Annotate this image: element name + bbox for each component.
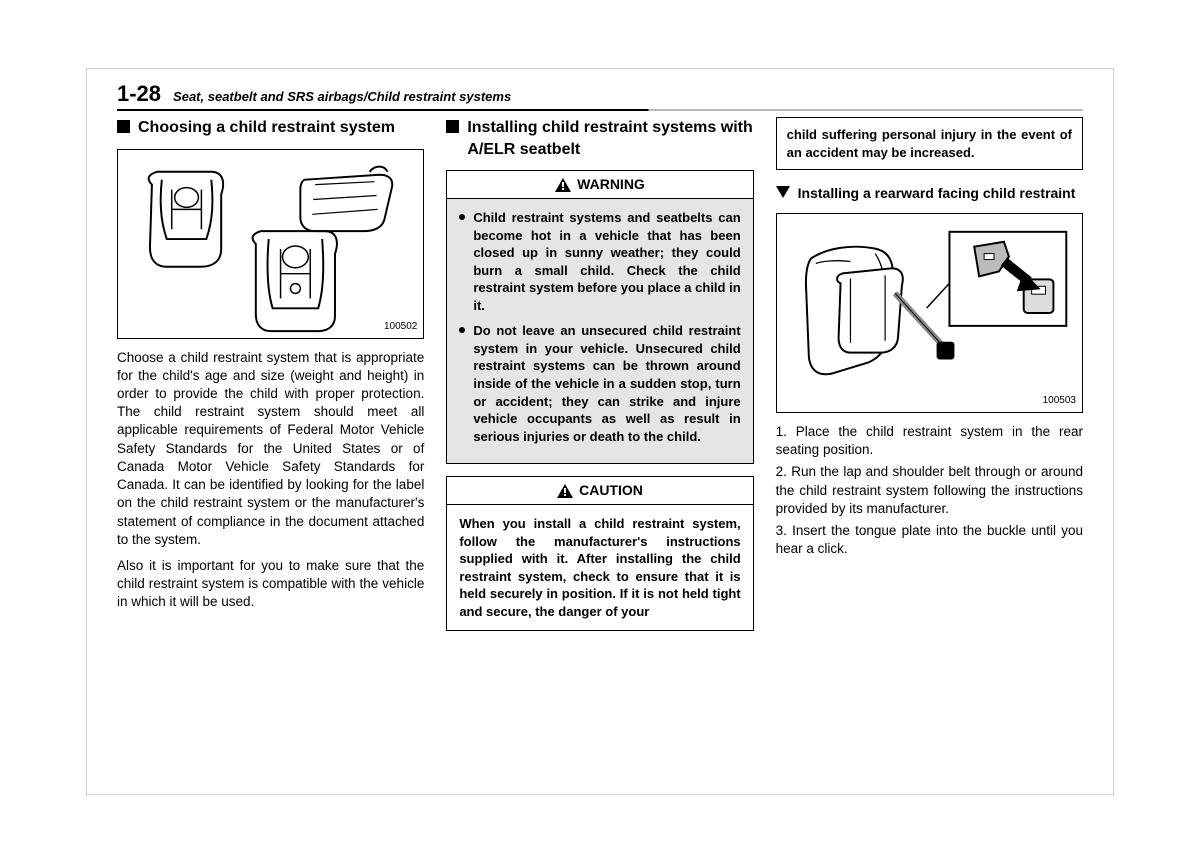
child-seats-illustration <box>118 150 423 338</box>
column-2: Installing child restraint systems with … <box>446 117 753 764</box>
breadcrumb: Seat, seatbelt and SRS airbags/Child res… <box>173 89 511 104</box>
warning-item-text: Child restraint systems and seatbelts ca… <box>473 209 740 314</box>
bullet-icon <box>459 214 465 220</box>
figure-rearward-install: 100503 <box>776 213 1083 413</box>
step-text: 3. Insert the tongue plate into the buck… <box>776 522 1083 558</box>
figure-id: 100503 <box>1043 394 1076 408</box>
heading-text: Choosing a child restraint system <box>138 117 395 139</box>
caution-text: When you install a child restraint syste… <box>459 516 740 619</box>
column-1: Choosing a child restraint system <box>117 117 424 764</box>
warning-callout: WARNING Child restraint systems and seat… <box>446 170 753 464</box>
sub-heading-rearward: Installing a rearward facing child restr… <box>776 184 1083 203</box>
caution-label: CAUTION <box>579 481 643 500</box>
warning-label: WARNING <box>577 175 645 194</box>
section-heading-installing: Installing child restraint systems with … <box>446 117 753 160</box>
step-text: 2. Run the lap and shoulder belt through… <box>776 463 1083 518</box>
header-rule <box>117 109 1083 111</box>
step-text: 1. Place the child restraint system in t… <box>776 423 1083 459</box>
warning-triangle-icon <box>555 178 571 192</box>
content-columns: Choosing a child restraint system <box>117 117 1083 764</box>
page-number: 1-28 <box>117 81 161 107</box>
body-paragraph: Choose a child restraint system that is … <box>117 349 424 549</box>
caution-header: CAUTION <box>447 477 752 505</box>
warning-body: Child restraint systems and seatbelts ca… <box>447 199 752 463</box>
square-bullet-icon <box>117 120 130 133</box>
page-frame: 1-28 Seat, seatbelt and SRS airbags/Chil… <box>86 68 1114 795</box>
sub-heading-text: Installing a rearward facing child restr… <box>798 184 1076 203</box>
warning-triangle-icon <box>557 484 573 498</box>
figure-child-seats: 100502 <box>117 149 424 339</box>
page-header: 1-28 Seat, seatbelt and SRS airbags/Chil… <box>117 81 1083 107</box>
warning-list-item: Do not leave an unsecured child restrain… <box>459 322 740 445</box>
rearward-install-illustration <box>777 214 1082 412</box>
continuation-text: child suffering personal injury in the e… <box>787 127 1072 160</box>
caution-callout: CAUTION When you install a child restrai… <box>446 476 753 631</box>
square-bullet-icon <box>446 120 459 133</box>
warning-header: WARNING <box>447 171 752 199</box>
figure-id: 100502 <box>384 320 417 334</box>
caution-body: When you install a child restraint syste… <box>447 505 752 630</box>
column-3: child suffering personal injury in the e… <box>776 117 1083 764</box>
heading-text: Installing child restraint systems with … <box>467 117 753 160</box>
warning-item-text: Do not leave an unsecured child restrain… <box>473 322 740 445</box>
body-paragraph: Also it is important for you to make sur… <box>117 557 424 612</box>
warning-list-item: Child restraint systems and seatbelts ca… <box>459 209 740 314</box>
down-triangle-icon <box>776 186 790 198</box>
bullet-icon <box>459 327 465 333</box>
section-heading-choosing: Choosing a child restraint system <box>117 117 424 139</box>
caution-continuation: child suffering personal injury in the e… <box>776 117 1083 170</box>
